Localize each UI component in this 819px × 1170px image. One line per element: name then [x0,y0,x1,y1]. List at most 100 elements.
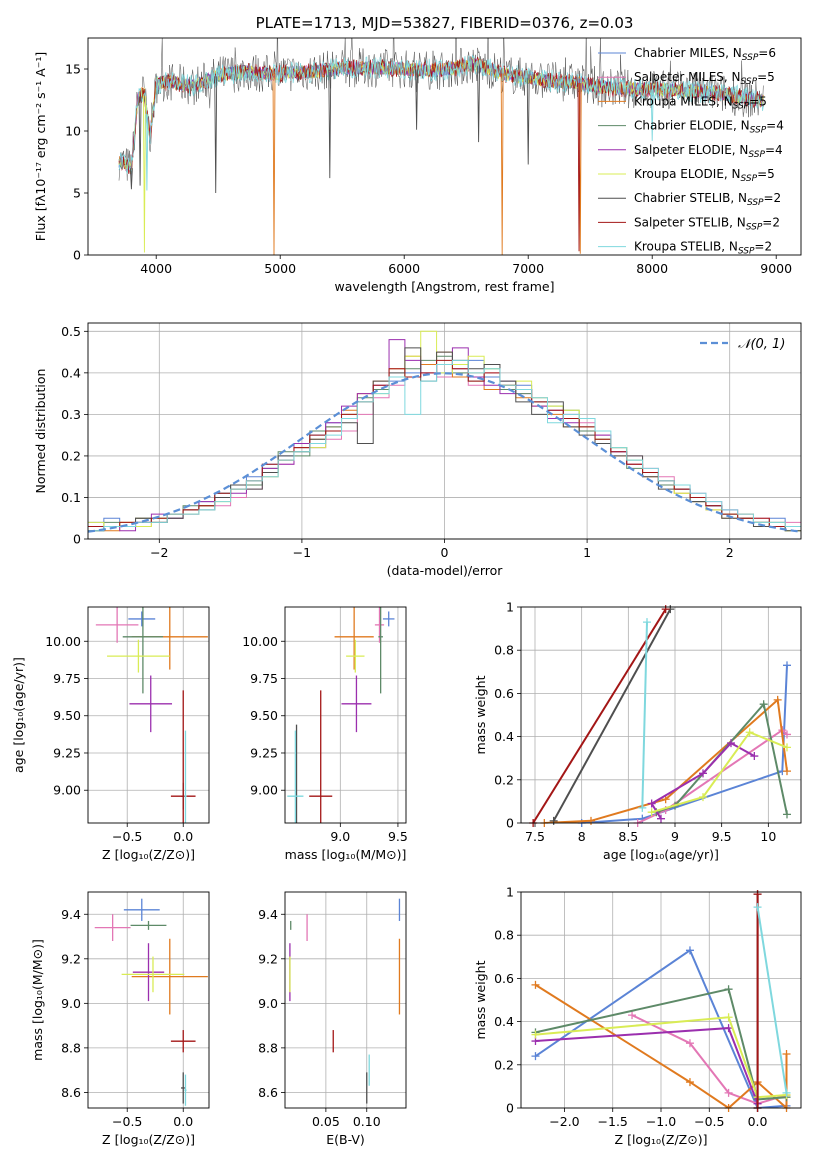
x-tick-label: −2.0 [549,1114,579,1129]
x-axis-label: Z [log₁₀(Z/Z⊙)] [102,847,195,862]
weight-marker [661,605,670,614]
y-tick-label: 9.2 [61,951,81,966]
weight-marker [782,1050,791,1058]
spectrum-line-feature [328,69,332,179]
normal-curve [88,372,801,533]
y-tick-label: 9.75 [53,671,81,686]
y-tick-label: 0 [506,1101,514,1116]
legend-label: Salpeter MILES, NSSP=5 [634,70,775,87]
axes-frame [87,891,210,1109]
chart-title: PLATE=1713, MJD=53827, FIBERID=0376, z=0… [256,14,634,32]
weight-line-chabrier_elodie [535,988,787,1101]
weight-marker [628,1011,637,1020]
weight-marker [783,743,791,752]
weight-marker [759,700,768,709]
x-tick-label: 0.0 [173,829,193,844]
x-tick-label: 0.0 [173,1114,193,1129]
y-tick-label: 9.4 [258,907,278,922]
weight-marker [699,793,707,802]
weight-line-salpeter_stelib [532,608,667,823]
y-tick-label: 0.8 [494,928,514,943]
x-tick-label: 8 [578,829,586,844]
x-tick-label: 5000 [264,261,296,276]
y-tick-label: 10.00 [242,634,278,649]
legend-label: Salpeter STELIB, NSSP=2 [634,215,780,232]
weight-marker [724,1088,733,1097]
x-axis-label: Z [log₁₀(Z/Z⊙)] [102,1132,195,1147]
x-tick-label: 9000 [760,261,792,276]
y-tick-label: 0.4 [61,365,81,380]
x-tick-label: 0.10 [353,1114,381,1129]
y-tick-label: 9.2 [258,951,278,966]
y-tick-label: 9.50 [53,708,81,723]
weight-line-salpeter_miles [637,728,788,823]
weight-marker [745,728,754,737]
x-tick-label: 0.05 [312,1114,340,1129]
y-tick-label: 0.6 [494,686,514,701]
weight-marker [750,752,759,761]
spectrum-line-feature [415,69,419,130]
x-axis-label: age [log₁₀(age/yr)] [603,847,719,862]
weight-marker [727,739,735,748]
y-tick-label: 0.2 [494,772,514,787]
spectrum-legend: Chabrier MILES, NSSP=6 Salpeter MILES, NS… [598,46,784,257]
spectrum-line-feature [214,76,218,194]
y-tick-label: 9.4 [61,907,81,922]
weight-marker [685,946,694,955]
y-axis-label: mass weight [473,675,488,754]
y-tick-label: 9.00 [250,783,278,798]
y-axis-label: age [log₁₀(age/yr)] [11,657,26,773]
x-tick-label: 9.0 [330,829,350,844]
y-tick-label: 8.6 [258,1085,278,1100]
y-tick-label: 0.2 [494,1057,514,1072]
y-tick-label: 9.25 [53,745,81,760]
spectrum-line-feature [477,65,481,143]
x-tick-label: 4000 [140,261,172,276]
x-axis-label: (data-model)/error [387,563,504,578]
axes-frame [284,606,407,824]
legend-label: Chabrier STELIB, NSSP=2 [634,191,781,208]
y-tick-label: 0.4 [494,729,514,744]
y-tick-label: 0.3 [61,407,81,422]
y-tick-label: 5 [73,186,81,201]
weight-marker [531,1052,540,1061]
weight-marker [724,1013,733,1022]
x-tick-label: 9.5 [388,829,408,844]
spectrum-line-feature [272,73,276,255]
weight-marker [782,1088,791,1097]
weight-marker [661,795,670,804]
x-tick-label: −2 [150,545,168,560]
y-tick-label: 9.25 [250,745,278,760]
histogram-kroupa_stelib [88,359,801,532]
y-tick-label: 9.0 [61,996,81,1011]
weight-marker [643,618,651,627]
y-tick-label: 8.8 [61,1040,81,1055]
weight-line-kroupa_elodie [651,731,788,814]
y-axis-label: mass weight [473,960,488,1039]
weight-marker [587,816,595,825]
x-axis-label: mass [log₁₀(M/M⊙)] [285,847,407,862]
spectrum-line-feature [142,95,146,253]
weight-marker [647,808,656,817]
z_age-axes: −0.5 0.0 9.00 9.25 9.50 9.75 10.00 Z [log₁₀(Z/Z… [11,606,210,862]
z_mass-axes: −0.5 0.0 8.6 8.8 9.0 9.2 9.4 Z [log₁₀(Z/Z⊙)] mas… [30,891,210,1147]
x-tick-label: −1.5 [598,1114,628,1129]
y-tick-label: 15 [65,62,81,77]
ebv_mass-axes: 0.05 0.10 8.6 8.8 9.0 9.2 9.4 E(B-V) [258,891,407,1147]
weight-marker [685,1039,694,1048]
y-axis-label: mass [log₁₀(M/M⊙)] [30,939,45,1061]
x-tick-label: −1.0 [646,1114,676,1129]
y-tick-label: 0.6 [494,971,514,986]
weight-marker [783,730,791,739]
spectrum-line-feature [526,77,530,165]
weight-marker [549,816,558,825]
spectrum-line-feature [145,114,149,191]
x-tick-label: 8.5 [618,829,638,844]
weight-marker [638,803,647,812]
y-tick-label: 0.5 [61,324,81,339]
axes-frame [87,606,210,824]
y-tick-label: 0.8 [494,643,514,658]
y-tick-label: 0 [73,532,81,547]
y-tick-label: 8.6 [61,1085,81,1100]
